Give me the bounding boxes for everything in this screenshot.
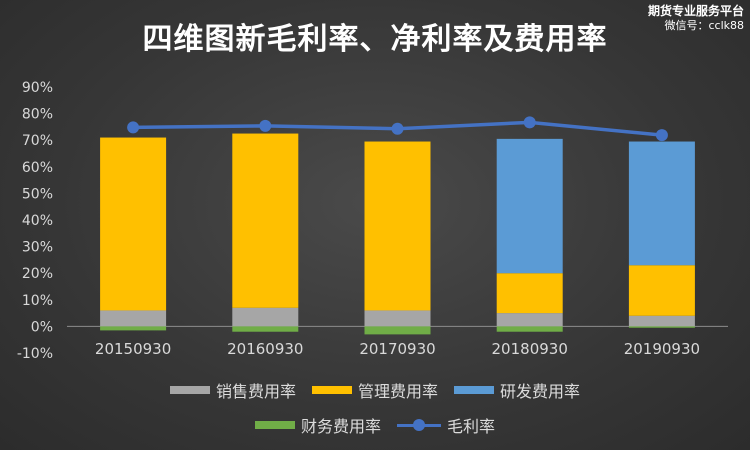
y-tick-label: 30% xyxy=(22,240,53,256)
legend-label-finance: 财务费用率 xyxy=(300,417,381,436)
bar-0-20190930 xyxy=(628,315,695,327)
legend-item-admin: 管理费用率 xyxy=(311,378,438,402)
y-tick-label: 50% xyxy=(22,186,53,202)
legend-item-sales: 销售费用率 xyxy=(169,378,296,402)
bar-1-20180930 xyxy=(496,273,563,314)
bar-0-20160930 xyxy=(232,307,299,327)
bar-3-20150930 xyxy=(100,326,167,331)
x-tick-label: 20170930 xyxy=(359,340,435,358)
legend-item-finance: 财务费用率 xyxy=(254,413,381,437)
y-tick-label: 20% xyxy=(22,266,53,282)
bar-2-20180930 xyxy=(496,138,563,274)
y-tick-label: 80% xyxy=(22,107,53,123)
x-tick-label: 20150930 xyxy=(95,340,171,358)
x-tick-label: 20190930 xyxy=(624,340,700,358)
x-tick-label: 20160930 xyxy=(227,340,303,358)
y-tick-label: 0% xyxy=(31,319,53,335)
brand-line-1: 期货专业服务平台 xyxy=(647,4,744,18)
legend-swatch-sales xyxy=(169,386,210,394)
bar-0-20150930 xyxy=(100,310,167,327)
y-tick-label: 70% xyxy=(22,133,53,149)
legend-item-gross-margin: 毛利率 xyxy=(397,413,495,437)
y-tick-label: 10% xyxy=(22,293,53,309)
legend-item-rnd: 研发费用率 xyxy=(454,378,580,402)
legend-swatch-rnd xyxy=(454,386,494,394)
gross-margin-point xyxy=(127,121,140,134)
bar-3-20170930 xyxy=(364,326,431,335)
y-tick-label: 40% xyxy=(22,213,53,229)
legend-label-admin: 管理费用率 xyxy=(357,382,438,401)
gross-margin-point xyxy=(523,116,536,129)
legend-swatch-gross-margin xyxy=(397,419,441,431)
legend-swatch-admin xyxy=(311,386,352,394)
legend-label-rnd: 研发费用率 xyxy=(500,382,581,401)
bar-0-20180930 xyxy=(496,313,563,327)
legend-row-2: 财务费用率 毛利率 xyxy=(0,413,750,437)
bar-3-20180930 xyxy=(496,326,563,332)
gross-margin-point xyxy=(655,129,668,142)
bar-2-20190930 xyxy=(628,141,695,266)
brand-watermark: 期货专业服务平台 微信号：cclk88 xyxy=(648,4,744,33)
bar-1-20190930 xyxy=(628,265,695,316)
legend-label-gross-margin: 毛利率 xyxy=(447,417,496,436)
bar-3-20190930 xyxy=(628,326,695,328)
bar-3-20160930 xyxy=(232,326,299,332)
bar-1-20160930 xyxy=(232,133,299,308)
legend-row-1: 销售费用率 管理费用率 研发费用率 xyxy=(0,378,750,402)
gross-margin-point xyxy=(259,119,272,132)
y-tick-label: 60% xyxy=(22,160,53,176)
x-tick-label: 20180930 xyxy=(492,340,568,358)
bar-1-20170930 xyxy=(364,141,431,311)
y-tick-label: -10% xyxy=(17,346,53,362)
brand-line-2: 微信号：cclk88 xyxy=(664,19,744,32)
y-tick-label: 90% xyxy=(22,80,53,96)
chart-title: 四维图新毛利率、净利率及费用率 xyxy=(142,22,608,57)
legend-label-sales: 销售费用率 xyxy=(215,382,296,401)
gross-margin-point xyxy=(391,122,404,135)
bar-1-20150930 xyxy=(100,137,167,311)
legend-swatch-finance xyxy=(254,421,295,429)
bar-0-20170930 xyxy=(364,310,431,327)
